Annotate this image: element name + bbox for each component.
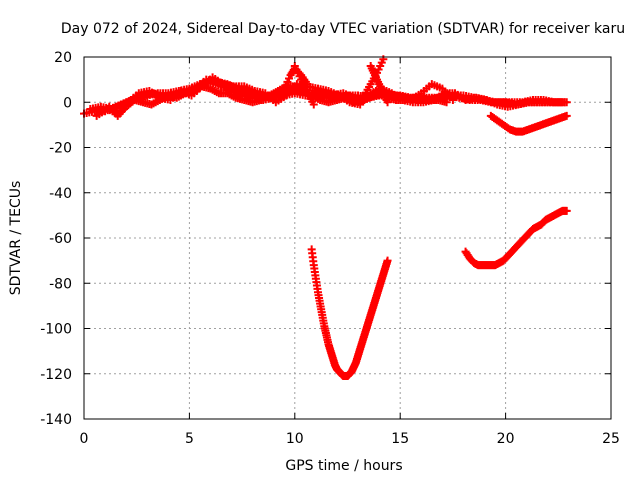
series-spike-13 [354, 55, 388, 107]
series-arc-neg20 [486, 111, 571, 136]
x-tick-label: 10 [286, 431, 304, 447]
y-tick-label: -80 [49, 276, 72, 292]
data-point [562, 206, 571, 215]
series-arc-dip-noon [307, 245, 392, 381]
series-arc-evening [461, 206, 571, 270]
data-point [562, 111, 571, 120]
x-tick-label: 5 [185, 431, 194, 447]
y-tick-label: 20 [54, 50, 72, 66]
data-series [80, 55, 571, 381]
y-tick-label: -140 [40, 412, 72, 428]
data-point [383, 256, 392, 265]
data-point [556, 98, 565, 107]
x-axis-label: GPS time / hours [285, 458, 402, 474]
series-spike-14 [366, 62, 392, 107]
plot-frame [83, 56, 612, 420]
x-tick-label: 20 [497, 431, 515, 447]
y-tick-label: 0 [63, 95, 72, 111]
y-tick-label: -100 [40, 322, 72, 338]
x-tick-label: 15 [391, 431, 409, 447]
grid-lines [84, 57, 611, 419]
series-arc-4 [105, 82, 451, 120]
data-point [309, 100, 318, 109]
y-tick-label: -20 [49, 141, 72, 157]
y-tick-label: -40 [49, 186, 72, 202]
chart-title: Day 072 of 2024, Sidereal Day-to-day VTE… [61, 21, 625, 37]
series-spike-16 [406, 80, 457, 104]
data-point [442, 98, 451, 107]
data-point [448, 95, 457, 104]
y-tick-label: -60 [49, 231, 72, 247]
y-axis-label: SDTVAR / TECUs [8, 181, 24, 296]
x-tick-label: 25 [602, 431, 620, 447]
axis-ticks: 0 5 10 15 20 25 20 0 -20 -40 -60 -80 -100 -120 -140 [40, 50, 620, 447]
data-point [383, 98, 392, 107]
x-tick-label: 0 [80, 431, 89, 447]
y-tick-label: -120 [40, 367, 72, 383]
series-spike-10b [290, 62, 318, 109]
